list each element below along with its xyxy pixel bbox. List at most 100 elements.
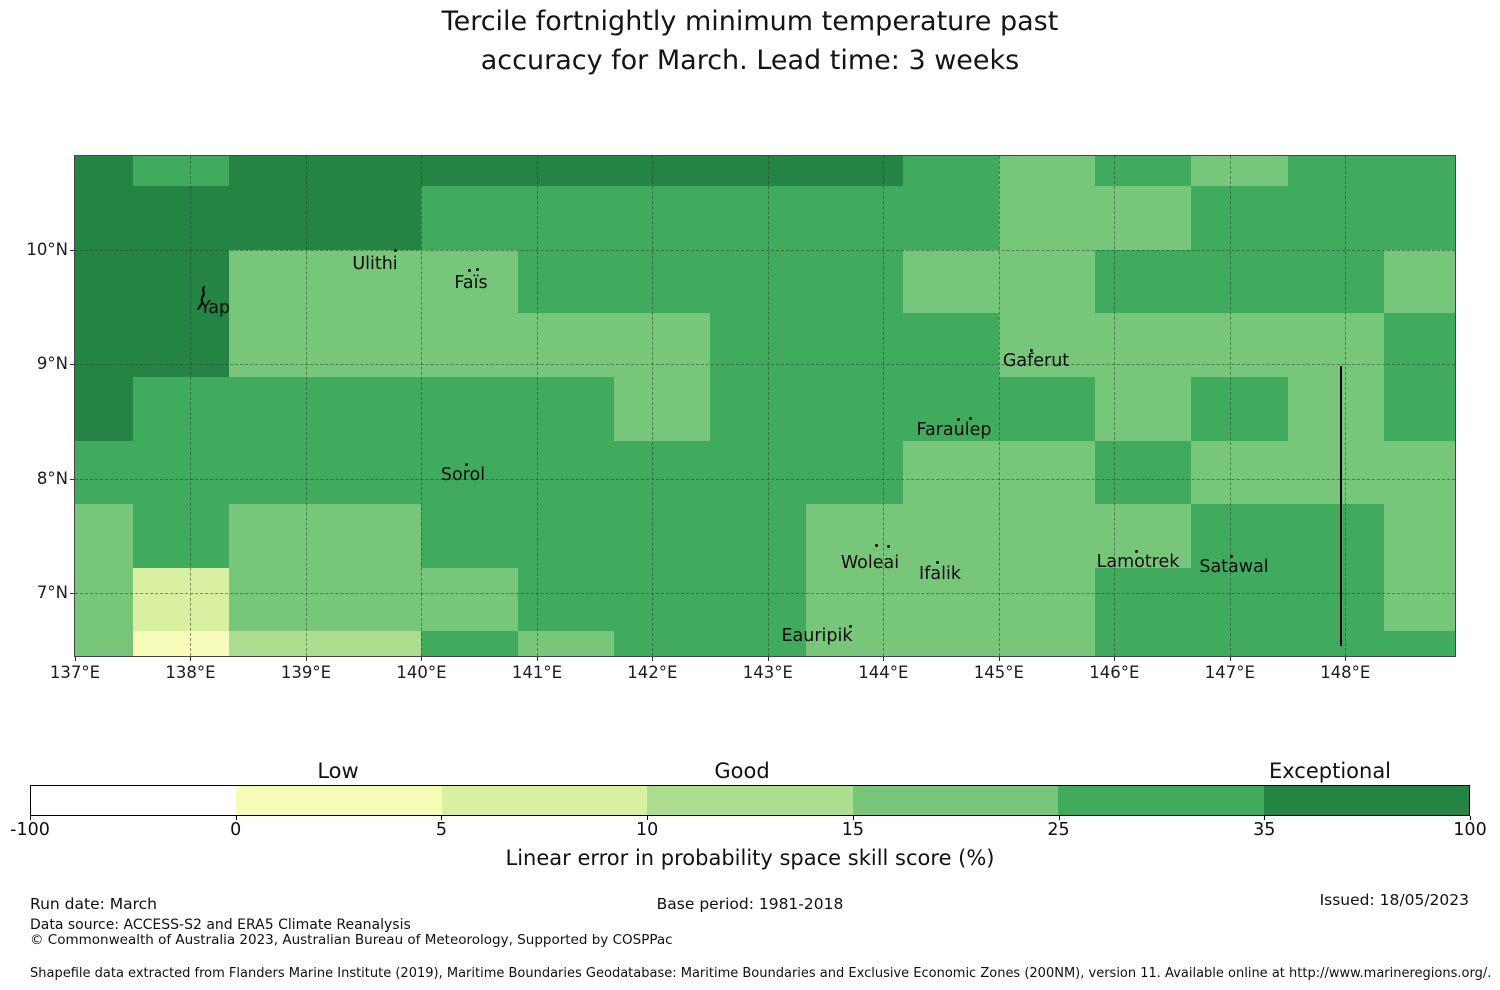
grid-cell [1191, 186, 1289, 251]
grid-cell [806, 376, 904, 442]
grid-cell [517, 313, 615, 378]
grid-cell [325, 376, 423, 442]
x-tick-label: 147°E [1204, 663, 1255, 682]
grid-cell [710, 249, 807, 315]
island-label: Ifalik [919, 564, 961, 584]
lat-gridline [75, 593, 1455, 595]
grid-cell [613, 376, 711, 442]
x-tick-label: 143°E [742, 663, 793, 682]
grid-cell [998, 249, 1096, 315]
grid-cell [1287, 504, 1385, 569]
grid-cell [1287, 440, 1385, 505]
grid-cell [902, 631, 1000, 656]
colorbar-segment [31, 786, 237, 815]
grid-cell [75, 440, 134, 505]
footer-shapefile-note: Shapefile data extracted from Flanders M… [30, 966, 1492, 981]
grid-cell [806, 440, 904, 505]
grid-cell [517, 631, 615, 656]
grid-cell [806, 631, 904, 656]
lat-gridline [75, 478, 1455, 480]
grid-cell [132, 156, 230, 187]
grid-cell [613, 186, 711, 251]
yap-island-glyph [196, 286, 206, 310]
grid-cell [806, 156, 904, 187]
figure-title: Tercile fortnightly minimum temperature … [0, 2, 1500, 80]
grid-cell [132, 567, 230, 632]
colorbar-segment [1263, 786, 1469, 815]
grid-cell [613, 156, 711, 187]
colorbar-category-label: Exceptional [1268, 759, 1392, 783]
grid-cell [806, 313, 904, 378]
grid-cell [421, 567, 519, 632]
grid-cell [710, 186, 807, 251]
colorbar-segment [852, 786, 1059, 815]
grid-cell [517, 249, 615, 315]
grid-cell [325, 440, 423, 505]
grid-cell [902, 504, 1000, 569]
grid-cell [902, 376, 1000, 442]
lon-gridline [1229, 156, 1231, 656]
grid-cell [710, 440, 807, 505]
island-dot [475, 267, 479, 271]
island-label: Faïs [454, 273, 488, 293]
x-tick-label: 146°E [1089, 663, 1140, 682]
colorbar-segment [236, 786, 442, 815]
grid-cell [1191, 504, 1289, 569]
lon-gridline [305, 156, 307, 656]
x-tick-mark [1345, 657, 1347, 661]
lon-gridline [190, 156, 192, 656]
grid-cell [613, 313, 711, 378]
lat-gridline [75, 249, 1455, 251]
grid-cell [1191, 156, 1289, 187]
grid-cell [421, 440, 519, 505]
grid-cell [998, 313, 1096, 378]
island-label: Ulithi [352, 254, 398, 274]
grid-cell [132, 631, 230, 656]
grid-cell [228, 186, 326, 251]
x-tick-label: 142°E [627, 663, 678, 682]
grid-cell [75, 313, 134, 378]
grid-cell [325, 249, 423, 315]
island-dot [956, 417, 960, 421]
island-label: Eauripik [781, 626, 853, 646]
lat-gridline [75, 364, 1455, 366]
grid-cell [1287, 313, 1385, 378]
island-label: Yap [199, 298, 231, 318]
x-tick-mark [305, 657, 307, 661]
island-label: Faraulep [916, 420, 992, 440]
grid-cell [325, 567, 423, 632]
grid-cell [1191, 631, 1289, 656]
grid-cell [1191, 249, 1289, 315]
colorbar-segment [1058, 786, 1264, 815]
island-dot [874, 543, 878, 547]
grid-cell [902, 249, 1000, 315]
colorbar-category-label: Good [714, 759, 770, 783]
grid-cell [421, 504, 519, 569]
grid-cell [325, 156, 423, 187]
grid-cell [1095, 186, 1192, 251]
map-plot: Yap Ulithi Faïs Gaferut Faraulep Sorol Woleai I… [74, 155, 1456, 657]
grid-cell [75, 186, 134, 251]
x-tick-label: 148°E [1320, 663, 1371, 682]
footer-issued-date: Issued: 18/05/2023 [1319, 891, 1469, 909]
x-tick-mark [75, 657, 76, 661]
y-tick-mark [70, 593, 74, 595]
grid-cell [902, 156, 1000, 187]
y-tick-label: 10°N [26, 239, 68, 259]
x-tick-label: 137°E [49, 663, 101, 682]
grid-cell [902, 186, 1000, 251]
grid-cell [75, 156, 134, 187]
island-dot [467, 268, 471, 272]
island-dot [464, 462, 468, 466]
colorbar-tick-label: 5 [435, 820, 447, 840]
x-tick-mark [883, 657, 885, 661]
colorbar-tick-mark [1470, 816, 1471, 820]
grid-cell [421, 376, 519, 442]
island-label: Woleai [840, 553, 900, 573]
grid-cell [1191, 376, 1289, 442]
grid-cell [1191, 440, 1289, 505]
grid-cell [421, 313, 519, 378]
grid-cell [517, 440, 615, 505]
colorbar-tick-label: 100 [1453, 820, 1487, 840]
x-tick-label: 145°E [973, 663, 1024, 682]
